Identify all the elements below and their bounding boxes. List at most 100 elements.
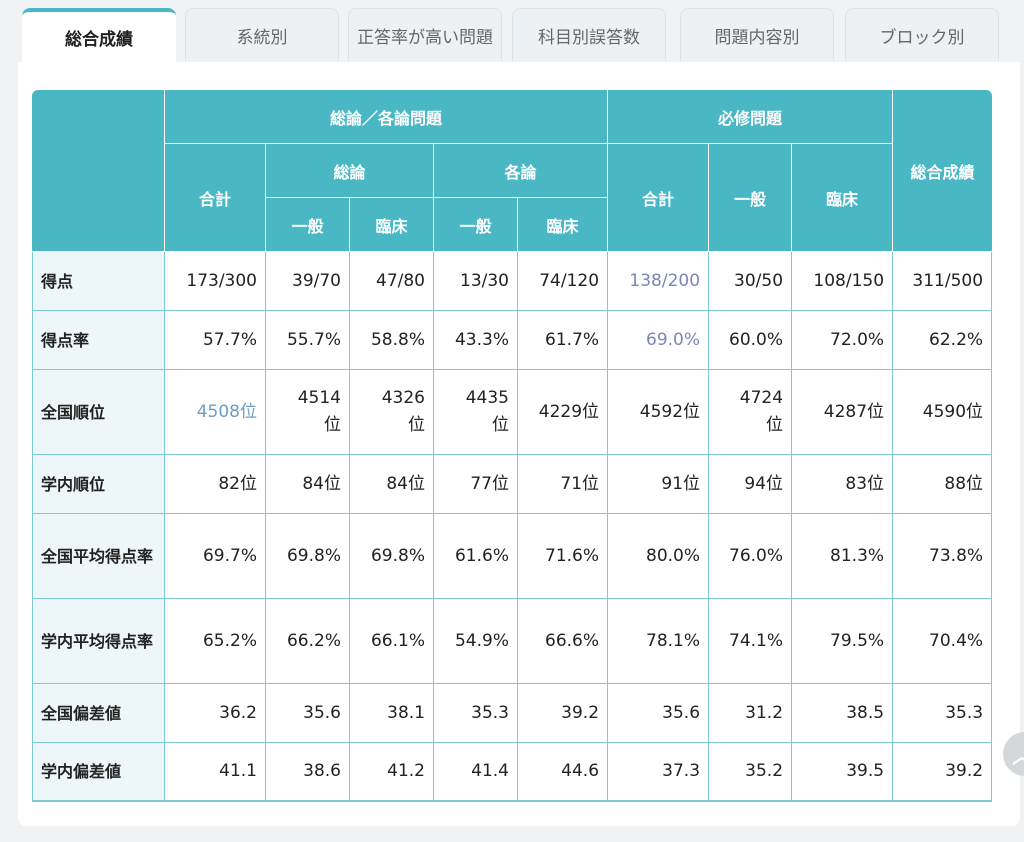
table-cell: 35.2 bbox=[709, 743, 793, 802]
table-cell: 69.8% bbox=[266, 514, 350, 599]
header-soron-general: 一般 bbox=[266, 198, 350, 252]
required-score-rate-link[interactable]: 69.0% bbox=[608, 311, 710, 370]
table-row: 全国偏差値 36.2 35.6 38.1 35.3 39.2 35.6 31.2… bbox=[32, 684, 993, 743]
table-cell: 36.2 bbox=[165, 684, 266, 743]
table-cell: 74/120 bbox=[518, 252, 609, 311]
table-cell: 94位 bbox=[709, 455, 793, 514]
table-cell: 74.1% bbox=[709, 599, 793, 684]
table-row: 得点率 57.7% 55.7% 58.8% 43.3% 61.7% 69.0% … bbox=[32, 311, 993, 370]
table-cell: 91位 bbox=[608, 455, 710, 514]
table-cell: 66.2% bbox=[266, 599, 350, 684]
header-soron: 総論 bbox=[266, 144, 434, 198]
table-cell: 39.5 bbox=[792, 743, 894, 802]
tab-by-question-content[interactable]: 問題内容別 bbox=[680, 8, 834, 61]
table-cell: 47/80 bbox=[350, 252, 434, 311]
table-cell: 61.7% bbox=[518, 311, 609, 370]
table-cell: 4592位 bbox=[608, 370, 710, 455]
header-required-total: 合計 bbox=[608, 144, 710, 252]
table-cell: 39.2 bbox=[893, 743, 993, 802]
national-rank-link[interactable]: 4508位 bbox=[165, 370, 266, 455]
table-cell: 13/30 bbox=[434, 252, 518, 311]
table-cell: 38.5 bbox=[792, 684, 894, 743]
table-row: 全国順位 4508位 4514位 4326位 4435位 4229位 4592位… bbox=[32, 370, 993, 455]
row-label-score-rate: 得点率 bbox=[32, 311, 165, 370]
tab-by-system[interactable]: 系統別 bbox=[185, 8, 339, 61]
table-cell: 71位 bbox=[518, 455, 609, 514]
table-cell: 58.8% bbox=[350, 311, 434, 370]
table-cell: 61.6% bbox=[434, 514, 518, 599]
table-cell: 35.3 bbox=[893, 684, 993, 743]
table-cell: 65.2% bbox=[165, 599, 266, 684]
header-general-questions: 総論／各論問題 bbox=[165, 90, 609, 144]
header-kakuron-clinical: 臨床 bbox=[518, 198, 609, 252]
table-cell: 31.2 bbox=[709, 684, 793, 743]
table-row: 全国平均得点率 69.7% 69.8% 69.8% 61.6% 71.6% 80… bbox=[32, 514, 993, 599]
scroll-to-top-button[interactable]: ︿ bbox=[1003, 732, 1024, 776]
table-cell: 4724位 bbox=[709, 370, 793, 455]
table-cell: 66.1% bbox=[350, 599, 434, 684]
header-general-total: 合計 bbox=[165, 144, 266, 252]
table-cell: 70.4% bbox=[893, 599, 993, 684]
table-cell: 54.9% bbox=[434, 599, 518, 684]
tab-overall-results[interactable]: 総合成績 bbox=[22, 8, 176, 63]
table-cell: 4326位 bbox=[350, 370, 434, 455]
table-cell: 62.2% bbox=[893, 311, 993, 370]
table-cell: 57.7% bbox=[165, 311, 266, 370]
table-cell: 69.7% bbox=[165, 514, 266, 599]
table-cell: 4435位 bbox=[434, 370, 518, 455]
table-cell: 38.1 bbox=[350, 684, 434, 743]
table-cell: 35.6 bbox=[608, 684, 710, 743]
table-cell: 38.6 bbox=[266, 743, 350, 802]
table-cell: 77位 bbox=[434, 455, 518, 514]
table-cell: 108/150 bbox=[792, 252, 894, 311]
table-corner-header bbox=[32, 90, 165, 252]
table-row: 学内平均得点率 65.2% 66.2% 66.1% 54.9% 66.6% 78… bbox=[32, 599, 993, 684]
table-cell: 79.5% bbox=[792, 599, 894, 684]
table-row: 得点 173/300 39/70 47/80 13/30 74/120 138/… bbox=[32, 252, 993, 311]
table-cell: 30/50 bbox=[709, 252, 793, 311]
tab-by-block[interactable]: ブロック別 bbox=[845, 8, 999, 61]
table-cell: 4229位 bbox=[518, 370, 609, 455]
table-cell: 41.1 bbox=[165, 743, 266, 802]
table-cell: 41.4 bbox=[434, 743, 518, 802]
tab-high-accuracy-questions[interactable]: 正答率が高い問題 bbox=[348, 8, 502, 61]
header-required-clinical: 臨床 bbox=[792, 144, 894, 252]
table-cell: 83位 bbox=[792, 455, 894, 514]
table-cell: 4287位 bbox=[792, 370, 894, 455]
row-label-school-average-rate: 学内平均得点率 bbox=[32, 599, 165, 684]
table-cell: 37.3 bbox=[608, 743, 710, 802]
table-cell: 311/500 bbox=[893, 252, 993, 311]
table-cell: 60.0% bbox=[709, 311, 793, 370]
table-cell: 55.7% bbox=[266, 311, 350, 370]
header-kakuron: 各論 bbox=[434, 144, 609, 198]
tab-wrong-answers-by-subject[interactable]: 科目別誤答数 bbox=[512, 8, 666, 61]
table-cell: 35.3 bbox=[434, 684, 518, 743]
table-cell: 80.0% bbox=[608, 514, 710, 599]
required-score-link[interactable]: 138/200 bbox=[608, 252, 710, 311]
table-cell: 43.3% bbox=[434, 311, 518, 370]
table-cell: 39/70 bbox=[266, 252, 350, 311]
table-cell: 4514位 bbox=[266, 370, 350, 455]
header-overall-results: 総合成績 bbox=[893, 90, 993, 252]
header-required-questions: 必修問題 bbox=[608, 90, 894, 144]
row-label-national-deviation: 全国偏差値 bbox=[32, 684, 165, 743]
table-cell: 84位 bbox=[350, 455, 434, 514]
table-cell: 73.8% bbox=[893, 514, 993, 599]
header-required-general: 一般 bbox=[709, 144, 793, 252]
row-label-national-rank: 全国順位 bbox=[32, 370, 165, 455]
header-soron-clinical: 臨床 bbox=[350, 198, 434, 252]
table-cell: 41.2 bbox=[350, 743, 434, 802]
table-cell: 88位 bbox=[893, 455, 993, 514]
table-row: 学内順位 82位 84位 84位 77位 71位 91位 94位 83位 88位 bbox=[32, 455, 993, 514]
table-cell: 76.0% bbox=[709, 514, 793, 599]
table-cell: 69.8% bbox=[350, 514, 434, 599]
table-cell: 84位 bbox=[266, 455, 350, 514]
table-cell: 71.6% bbox=[518, 514, 609, 599]
table-cell: 81.3% bbox=[792, 514, 894, 599]
table-cell: 173/300 bbox=[165, 252, 266, 311]
header-kakuron-general: 一般 bbox=[434, 198, 518, 252]
table-cell: 82位 bbox=[165, 455, 266, 514]
row-label-school-rank: 学内順位 bbox=[32, 455, 165, 514]
score-table: 総論／各論問題 必修問題 総合成績 合計 総論 各論 合計 一般 臨床 一般 臨… bbox=[32, 90, 993, 802]
table-cell: 35.6 bbox=[266, 684, 350, 743]
